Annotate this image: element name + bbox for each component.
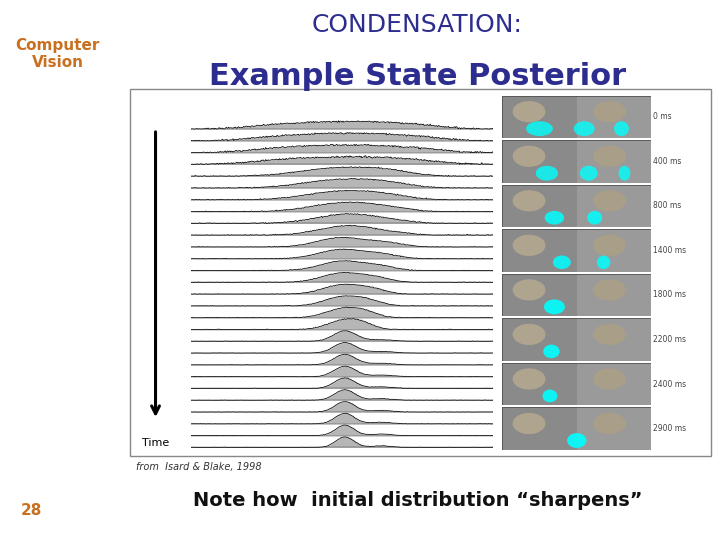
Bar	[503, 185, 577, 227]
Text: 800 ms: 800 ms	[653, 201, 681, 211]
Text: 1400 ms: 1400 ms	[653, 246, 686, 255]
Ellipse shape	[545, 211, 564, 225]
Ellipse shape	[593, 101, 626, 122]
Text: 2900 ms: 2900 ms	[653, 424, 686, 433]
Ellipse shape	[513, 368, 546, 389]
Ellipse shape	[593, 279, 626, 300]
Ellipse shape	[513, 279, 546, 300]
Bar	[503, 363, 577, 405]
Bar	[577, 229, 652, 272]
Ellipse shape	[543, 345, 559, 358]
Text: Time: Time	[142, 438, 169, 448]
Bar	[577, 274, 652, 316]
Ellipse shape	[593, 368, 626, 389]
Ellipse shape	[513, 413, 546, 434]
Bar	[577, 318, 652, 361]
Text: 2200 ms: 2200 ms	[653, 335, 685, 344]
Text: 400 ms: 400 ms	[653, 157, 681, 166]
Bar	[577, 140, 652, 183]
Text: Computer
Vision: Computer Vision	[15, 38, 99, 70]
Ellipse shape	[614, 121, 629, 136]
Bar	[503, 407, 577, 450]
Text: 28: 28	[21, 503, 42, 518]
Bar	[503, 140, 577, 183]
Ellipse shape	[593, 190, 626, 211]
Ellipse shape	[542, 389, 557, 402]
Ellipse shape	[593, 146, 626, 167]
Ellipse shape	[593, 235, 626, 256]
Bar	[503, 318, 577, 361]
Ellipse shape	[597, 255, 611, 269]
Ellipse shape	[618, 166, 631, 180]
Text: Note how  initial distribution “sharpens”: Note how initial distribution “sharpens”	[193, 491, 642, 510]
Bar	[577, 96, 652, 138]
Ellipse shape	[513, 146, 546, 167]
Ellipse shape	[553, 255, 571, 269]
Bar	[503, 274, 577, 316]
Bar	[577, 363, 652, 405]
Ellipse shape	[526, 121, 553, 136]
Ellipse shape	[574, 121, 595, 136]
Text: CONDENSATION:: CONDENSATION:	[312, 14, 523, 37]
Text: 2400 ms: 2400 ms	[653, 380, 686, 389]
Ellipse shape	[513, 324, 546, 345]
Ellipse shape	[513, 190, 546, 211]
Ellipse shape	[567, 433, 587, 448]
Bar	[130, 89, 711, 456]
Ellipse shape	[588, 211, 602, 225]
Text: 0 ms: 0 ms	[653, 112, 671, 122]
Ellipse shape	[593, 413, 626, 434]
Bar	[577, 185, 652, 227]
Bar	[503, 96, 577, 138]
Ellipse shape	[513, 101, 546, 122]
Bar	[503, 229, 577, 272]
Ellipse shape	[580, 166, 598, 180]
Ellipse shape	[513, 235, 546, 256]
Text: from  Isard & Blake, 1998: from Isard & Blake, 1998	[136, 462, 262, 472]
Bar	[577, 407, 652, 450]
Ellipse shape	[536, 166, 558, 180]
Text: 1800 ms: 1800 ms	[653, 291, 685, 300]
Text: Example State Posterior: Example State Posterior	[209, 62, 626, 91]
Ellipse shape	[544, 299, 564, 314]
Ellipse shape	[593, 324, 626, 345]
